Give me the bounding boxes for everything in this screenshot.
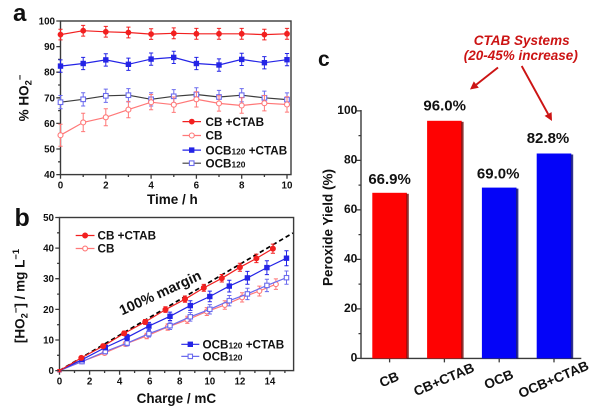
svg-text:Peroxide Yield (%): Peroxide Yield (%)	[321, 169, 336, 286]
svg-text:CB: CB	[206, 130, 223, 143]
svg-text:40: 40	[344, 252, 358, 266]
svg-text:4: 4	[117, 377, 123, 388]
svg-text:60: 60	[344, 202, 358, 216]
svg-text:2: 2	[87, 377, 93, 388]
svg-text:80: 80	[44, 68, 55, 79]
svg-text:CB: CB	[377, 369, 401, 391]
svg-text:OCB120: OCB120	[206, 157, 246, 170]
svg-text:14: 14	[264, 377, 275, 388]
svg-text:20: 20	[43, 305, 54, 316]
svg-text:8: 8	[239, 180, 245, 191]
svg-text:Time / h: Time / h	[147, 192, 198, 207]
svg-text:0: 0	[351, 351, 358, 365]
svg-text:60: 60	[44, 119, 55, 130]
svg-text:66.9%: 66.9%	[368, 171, 411, 188]
svg-text:10: 10	[43, 336, 54, 347]
svg-text:0: 0	[57, 377, 63, 388]
svg-text:6: 6	[147, 377, 153, 388]
svg-text:CB +CTAB: CB +CTAB	[98, 230, 157, 243]
svg-text:b: b	[15, 204, 30, 232]
svg-text:70: 70	[44, 93, 55, 104]
svg-text:0: 0	[58, 180, 64, 191]
svg-text:69.0%: 69.0%	[477, 166, 520, 183]
svg-text:CB +CTAB: CB +CTAB	[206, 116, 265, 129]
svg-text:50: 50	[43, 213, 54, 224]
svg-text:6: 6	[194, 180, 200, 191]
svg-text:20: 20	[344, 301, 358, 315]
svg-text:c: c	[318, 48, 330, 71]
svg-text:12: 12	[234, 377, 245, 388]
svg-text:100: 100	[337, 103, 357, 117]
svg-text:OCB120 +CTAB: OCB120 +CTAB	[206, 144, 288, 157]
svg-text:90: 90	[44, 42, 55, 53]
svg-text:10: 10	[204, 377, 215, 388]
svg-text:4: 4	[148, 180, 154, 191]
svg-text:(20-45% increase): (20-45% increase)	[464, 48, 579, 63]
svg-text:100: 100	[39, 17, 56, 28]
svg-text:80: 80	[344, 153, 358, 167]
svg-text:CB: CB	[98, 243, 115, 256]
svg-text:40: 40	[43, 244, 54, 255]
svg-text:50: 50	[44, 145, 55, 156]
svg-text:8: 8	[177, 377, 183, 388]
svg-text:30: 30	[43, 274, 54, 285]
svg-text:% HO2−: % HO2−	[14, 74, 34, 121]
svg-text:2: 2	[103, 180, 109, 191]
svg-text:0: 0	[49, 366, 55, 377]
svg-text:82.8%: 82.8%	[527, 130, 570, 147]
svg-text:OCB120 +CTAB: OCB120 +CTAB	[203, 339, 285, 352]
svg-text:OCB120: OCB120	[203, 351, 243, 364]
svg-text:a: a	[13, 0, 27, 27]
svg-text:Charge / mC: Charge / mC	[137, 391, 217, 406]
svg-text:CTAB Systems: CTAB Systems	[474, 33, 570, 48]
svg-text:96.0%: 96.0%	[423, 97, 466, 114]
svg-text:[HO2−] / mg L−1: [HO2−] / mg L−1	[10, 249, 30, 343]
svg-text:40: 40	[44, 170, 55, 181]
svg-text:10: 10	[282, 180, 293, 191]
